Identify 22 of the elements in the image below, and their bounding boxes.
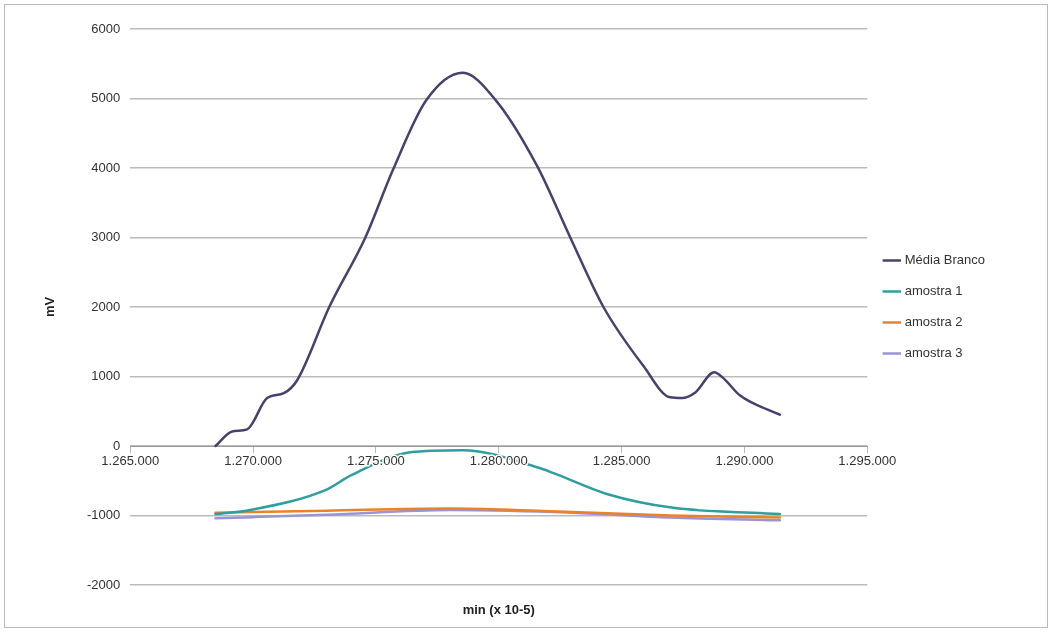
legend-label: amostra 2 bbox=[904, 314, 963, 330]
y-tick-label: 1000 bbox=[91, 368, 121, 384]
legend-label: amostra 3 bbox=[904, 345, 963, 361]
y-tick-label: -1000 bbox=[87, 507, 121, 523]
x-axis-title: min (x 10-5) bbox=[462, 602, 535, 618]
y-tick-label: 2000 bbox=[91, 298, 121, 314]
x-tick-label: 1.270.000 bbox=[224, 453, 283, 469]
y-tick-label: 3000 bbox=[91, 229, 121, 245]
y-tick-label: 5000 bbox=[91, 90, 121, 106]
y-axis-title: mV bbox=[41, 296, 57, 318]
legend-label: amostra 1 bbox=[904, 283, 963, 299]
y-tick-label: 6000 bbox=[91, 20, 121, 36]
x-tick-label: 1.295.000 bbox=[838, 453, 897, 469]
line-series bbox=[214, 448, 782, 516]
y-tick-label: 4000 bbox=[91, 159, 121, 175]
y-tick-label: 0 bbox=[113, 437, 121, 453]
legend-label: Média Branco bbox=[904, 252, 986, 268]
x-tick-label: 1.285.000 bbox=[592, 453, 651, 469]
line-series bbox=[214, 71, 782, 448]
x-tick-label: 1.290.000 bbox=[715, 453, 774, 469]
x-tick-label: 1.265.000 bbox=[101, 453, 160, 469]
y-tick-label: -2000 bbox=[87, 576, 121, 592]
